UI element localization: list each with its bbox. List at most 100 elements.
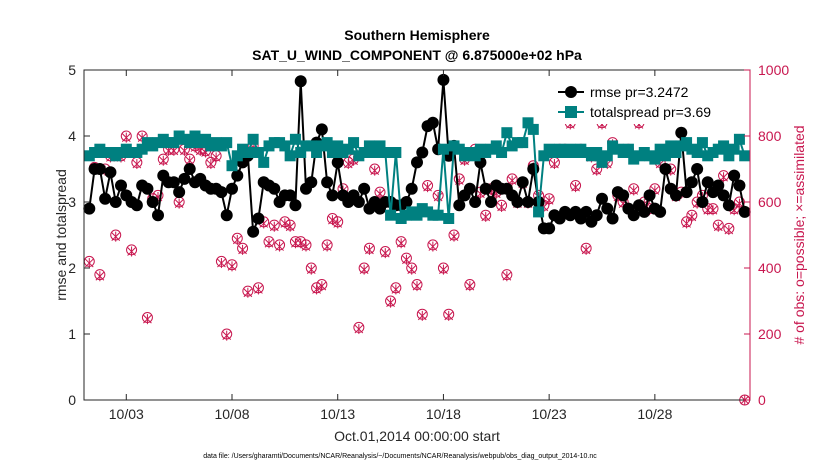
- obs-assimilated-marker: [402, 254, 411, 265]
- rmse-point: [479, 182, 492, 195]
- obs-assimilated-marker: [333, 218, 343, 229]
- obs-assimilated-marker: [254, 284, 263, 295]
- obs-assimilated-marker: [629, 185, 639, 196]
- totalspread-point: [189, 130, 201, 142]
- rmse-point: [685, 176, 698, 189]
- rmse-point: [659, 163, 672, 175]
- totalspread-point: [443, 213, 455, 224]
- rmse-point: [733, 179, 746, 192]
- rmse-point: [183, 163, 196, 175]
- rmse-point: [670, 189, 682, 202]
- chart-title: Southern Hemisphere: [344, 27, 490, 43]
- totalspread-point: [231, 150, 243, 162]
- obs-assimilated-marker: [269, 221, 279, 232]
- y-tick-label-left: 3: [68, 194, 76, 210]
- rmse-point: [220, 209, 233, 222]
- obs-assimilated-marker: [481, 211, 491, 222]
- totalspread-point: [374, 140, 386, 152]
- obs-assimilated-marker: [206, 159, 216, 170]
- rmse-point: [215, 186, 228, 199]
- rmse-point: [268, 182, 281, 195]
- obs-assimilated-marker: [343, 159, 353, 170]
- y-tick-label-left: 2: [68, 260, 76, 276]
- obs-assimilated-marker: [306, 264, 316, 275]
- rmse-point: [426, 116, 439, 129]
- legend-spread-marker: [565, 106, 577, 118]
- rmse-point: [453, 199, 466, 212]
- rmse-point: [717, 189, 730, 202]
- totalspread-point: [247, 133, 259, 145]
- obs-assimilated-marker: [428, 241, 438, 252]
- rmse-point: [722, 199, 735, 212]
- rmse-point: [405, 182, 418, 195]
- obs-assimilated-marker: [719, 172, 728, 183]
- y-tick-label-right: 1000: [758, 62, 789, 78]
- obs-assimilated-marker: [280, 218, 290, 229]
- obs-assimilated-marker: [132, 159, 142, 170]
- rmse-point: [289, 199, 302, 212]
- totalspread-point: [591, 147, 603, 158]
- rmse-point: [226, 182, 238, 195]
- rmse-point: [99, 192, 112, 205]
- totalspread-point: [527, 123, 539, 135]
- rmse-point: [352, 196, 365, 208]
- totalspread-point: [348, 137, 360, 149]
- rmse-point: [596, 192, 608, 205]
- obs-assimilated-marker: [708, 205, 718, 216]
- totalspread-point: [321, 137, 333, 149]
- totalspread-point: [390, 147, 402, 158]
- totalspread-point: [665, 140, 677, 152]
- totalspread-point: [696, 137, 708, 149]
- totalspread-point: [221, 137, 233, 149]
- totalspread-point: [432, 209, 444, 221]
- axes: 0 1 2 3 4 5 0 200 400 600 800 1000 10/03 10/08 10/13 10…: [68, 62, 789, 422]
- obs-assimilated-marker: [227, 261, 237, 272]
- rmse-point: [463, 182, 476, 195]
- data-file-footnote: data file: /Users/gharamti/Documents/NCA…: [203, 453, 597, 460]
- totalspread-point: [596, 156, 608, 168]
- obs-assimilated-marker: [433, 192, 443, 203]
- obs-assimilated-marker: [312, 284, 321, 295]
- obs-assimilated-marker: [121, 132, 131, 143]
- obs-assimilated-marker: [238, 244, 247, 255]
- x-tick-label: 10/13: [320, 406, 355, 422]
- obs-assimilated-marker: [222, 330, 232, 341]
- obs-assimilated-marker: [359, 264, 369, 275]
- obs-assimilated-marker: [439, 264, 448, 275]
- x-tick-label: 10/03: [109, 406, 144, 422]
- obs-assimilated-marker: [380, 248, 390, 259]
- obs-assimilated-marker: [143, 314, 152, 325]
- obs-assimilated-marker: [232, 234, 242, 245]
- rmse-point: [627, 209, 640, 222]
- totalspread-point: [723, 150, 735, 162]
- obs-assimilated-marker: [713, 221, 723, 232]
- totalspread-point: [284, 150, 296, 162]
- totalspread-point: [654, 143, 666, 155]
- rmse-point: [511, 196, 524, 208]
- totalspread-point: [385, 209, 397, 221]
- rmse-point: [580, 205, 593, 218]
- obs-assimilated-marker: [687, 211, 697, 222]
- totalspread-point: [670, 147, 682, 158]
- totalspread-point: [601, 150, 613, 162]
- totalspread-point: [533, 206, 545, 218]
- x-tick-label: 10/28: [637, 406, 672, 422]
- totalspread-point: [522, 117, 534, 129]
- totalspread-point: [496, 147, 508, 158]
- totalspread-point: [200, 133, 212, 145]
- obs-assimilated-marker: [243, 287, 253, 298]
- obs-assimilated-marker: [275, 241, 284, 252]
- rmse-point: [109, 196, 122, 208]
- totalspread-point: [691, 147, 703, 158]
- rmse-point: [141, 182, 154, 195]
- totalspread-point: [728, 143, 740, 155]
- totalspread-point: [490, 140, 502, 152]
- totalspread-point: [342, 143, 354, 155]
- y-tick-label-right: 800: [758, 128, 782, 144]
- totalspread-point: [411, 209, 423, 221]
- rmse-point: [527, 163, 540, 175]
- rmse-point: [469, 196, 482, 208]
- totalspread-point: [453, 143, 465, 155]
- totalspread-point: [369, 147, 381, 158]
- obs-assimilated-marker: [502, 271, 512, 282]
